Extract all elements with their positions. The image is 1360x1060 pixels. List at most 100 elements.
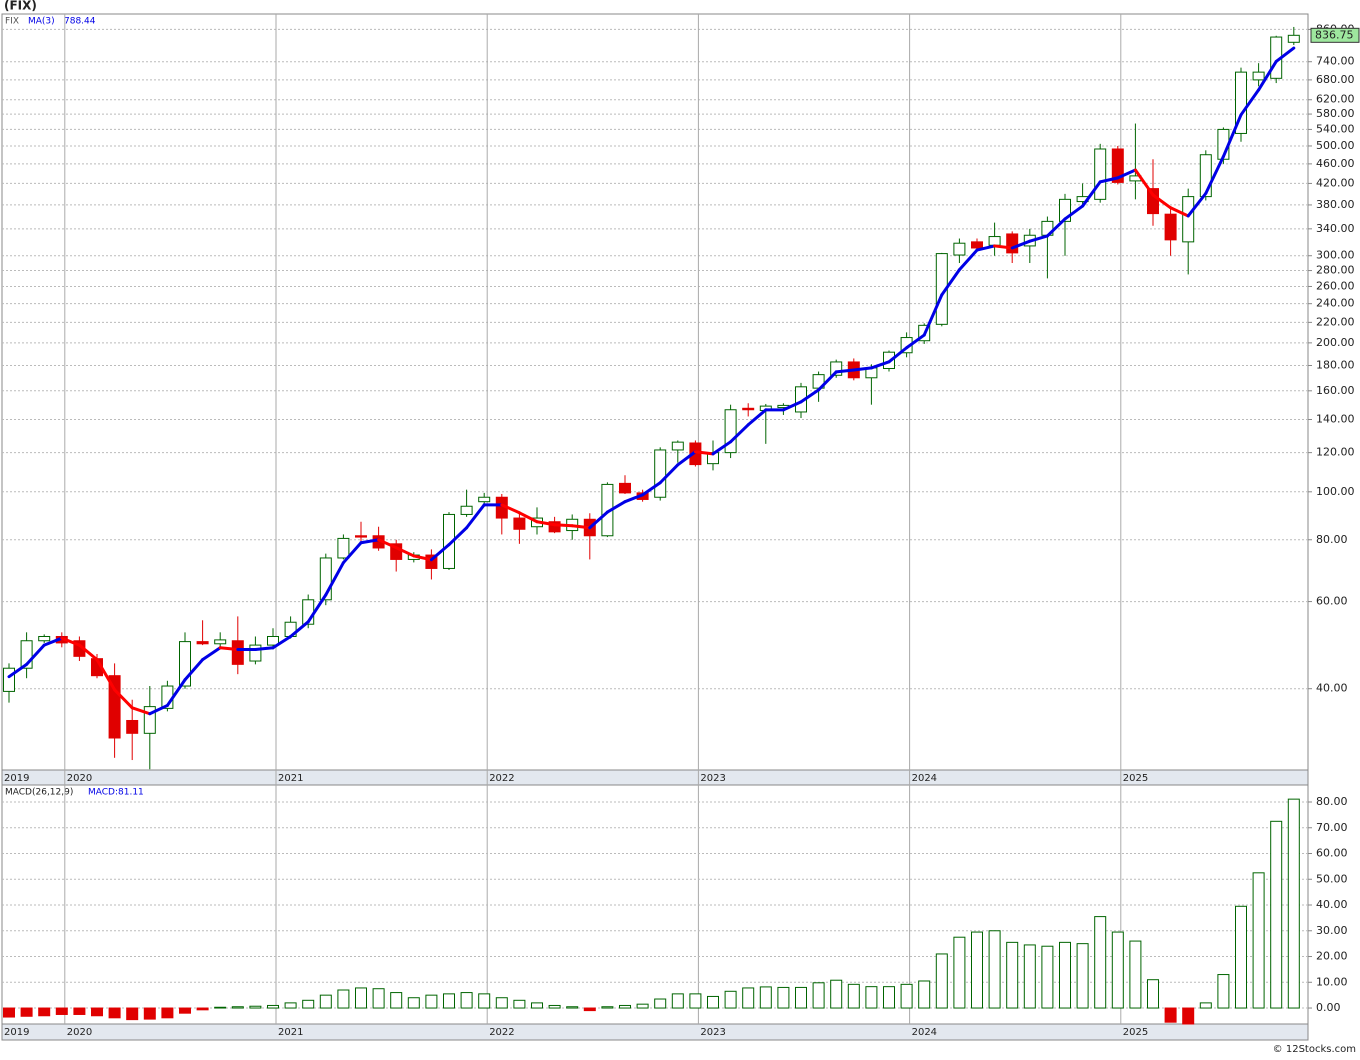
y-tick-label: 740.00 xyxy=(1316,55,1355,68)
candle-body xyxy=(1111,148,1124,183)
ma-segment xyxy=(940,268,961,297)
macd-bar xyxy=(179,1007,191,1014)
macd-bar xyxy=(407,997,420,1009)
ma-segment xyxy=(570,524,592,530)
y-tick-label: 160.00 xyxy=(1316,384,1355,397)
macd-bar xyxy=(953,936,966,1009)
ma-segment xyxy=(130,706,152,716)
macd-bar xyxy=(513,999,526,1009)
macd-bar xyxy=(812,982,825,1009)
macd-bar xyxy=(1147,979,1159,1009)
ma-segment xyxy=(289,620,310,638)
ma-segment xyxy=(95,658,117,692)
x-tick-label: 2020 xyxy=(67,1027,92,1038)
macd-bar xyxy=(55,1007,68,1015)
macd-bar xyxy=(883,986,895,1009)
ma-segment xyxy=(1221,113,1243,159)
ma-segment xyxy=(693,450,715,456)
candle-body xyxy=(1199,154,1212,198)
macd-bar xyxy=(830,979,843,1009)
ma-segment xyxy=(183,658,205,682)
macd-bar xyxy=(478,993,491,1009)
ma-segment xyxy=(324,561,345,597)
candle-body xyxy=(126,719,139,734)
x-tick-label: 2020 xyxy=(67,773,92,784)
macd-bar xyxy=(795,986,807,1009)
ma-segment xyxy=(60,636,81,647)
y-tick-label: 340.00 xyxy=(1316,222,1355,235)
candle-body xyxy=(214,639,227,645)
macd-bar xyxy=(847,983,860,1009)
ma-segment xyxy=(553,523,574,528)
ma-segment xyxy=(588,510,609,530)
y-tick-label: 620.00 xyxy=(1316,93,1355,106)
macd-bar xyxy=(865,986,878,1009)
candle-body xyxy=(443,513,455,569)
ma-segment xyxy=(1010,239,1032,250)
y-tick-label: 680.00 xyxy=(1316,73,1355,86)
ma-legend: MA(3) xyxy=(28,17,55,27)
last-price-label: 836.75 xyxy=(1315,28,1354,41)
candle-body xyxy=(179,641,191,687)
ma-segment xyxy=(711,440,733,456)
macd-bar xyxy=(707,995,719,1009)
x-tick-label: 2025 xyxy=(1123,773,1148,784)
ma-segment xyxy=(993,244,1014,250)
candle-body xyxy=(1094,148,1107,200)
macd-bar xyxy=(267,1004,279,1009)
macd-bar xyxy=(671,993,684,1009)
y-tick-label: 140.00 xyxy=(1316,413,1355,426)
macd-bar xyxy=(38,1007,51,1017)
macd-bar xyxy=(724,990,737,1009)
macd-bar xyxy=(1199,1002,1212,1009)
candle-body xyxy=(971,241,983,249)
candle-body xyxy=(1164,213,1177,241)
x-tick-label: 2023 xyxy=(700,1027,725,1038)
y-tick-label: 40.00 xyxy=(1316,898,1348,911)
ma-segment xyxy=(817,370,838,392)
macd-bar xyxy=(425,994,438,1009)
x-tick-label: 2025 xyxy=(1123,1027,1148,1038)
x-tick-label: 2021 xyxy=(278,1027,303,1038)
macd-bar xyxy=(1252,872,1265,1009)
macd-bar xyxy=(583,1007,596,1012)
candle-body xyxy=(3,667,15,692)
macd-bar xyxy=(108,1007,121,1019)
candle-body xyxy=(231,640,244,665)
ma-segment xyxy=(852,366,873,372)
y-tick-label: 20.00 xyxy=(1316,950,1348,963)
macd-bar xyxy=(988,930,1001,1009)
candle-body xyxy=(460,505,473,515)
ma-segment xyxy=(658,463,680,485)
y-tick-label: 260.00 xyxy=(1316,279,1355,292)
candle-body xyxy=(1235,71,1247,134)
macd-panel xyxy=(1,784,1309,1025)
candle-body xyxy=(1252,71,1265,81)
ma-segment xyxy=(1063,204,1085,221)
ma-segment xyxy=(922,293,944,337)
symbol: FIX xyxy=(5,17,19,27)
ma-segment xyxy=(1186,191,1208,218)
y-tick-label: 80.00 xyxy=(1316,795,1348,808)
ma-segment xyxy=(253,646,275,652)
macd-bar xyxy=(1164,1007,1177,1023)
y-tick-label: 0.00 xyxy=(1316,1001,1341,1014)
candle-body xyxy=(1059,198,1071,222)
y-tick-label: 10.00 xyxy=(1316,975,1348,988)
candle-body xyxy=(1287,34,1300,43)
macd-bar xyxy=(143,1007,156,1020)
macd-bar xyxy=(20,1007,33,1017)
candle-body xyxy=(108,675,121,739)
y-tick-label: 50.00 xyxy=(1316,872,1348,885)
y-tick-label: 380.00 xyxy=(1316,198,1355,211)
candle-body xyxy=(671,441,684,451)
macd-bar xyxy=(355,987,367,1009)
y-tick-label: 460.00 xyxy=(1316,157,1355,170)
macd-bar xyxy=(1041,945,1054,1009)
ma-segment xyxy=(77,643,99,662)
macd-bar xyxy=(1094,916,1107,1009)
macd-bar xyxy=(284,1002,297,1009)
candle-body xyxy=(1006,233,1019,254)
macd-bar xyxy=(91,1007,103,1017)
